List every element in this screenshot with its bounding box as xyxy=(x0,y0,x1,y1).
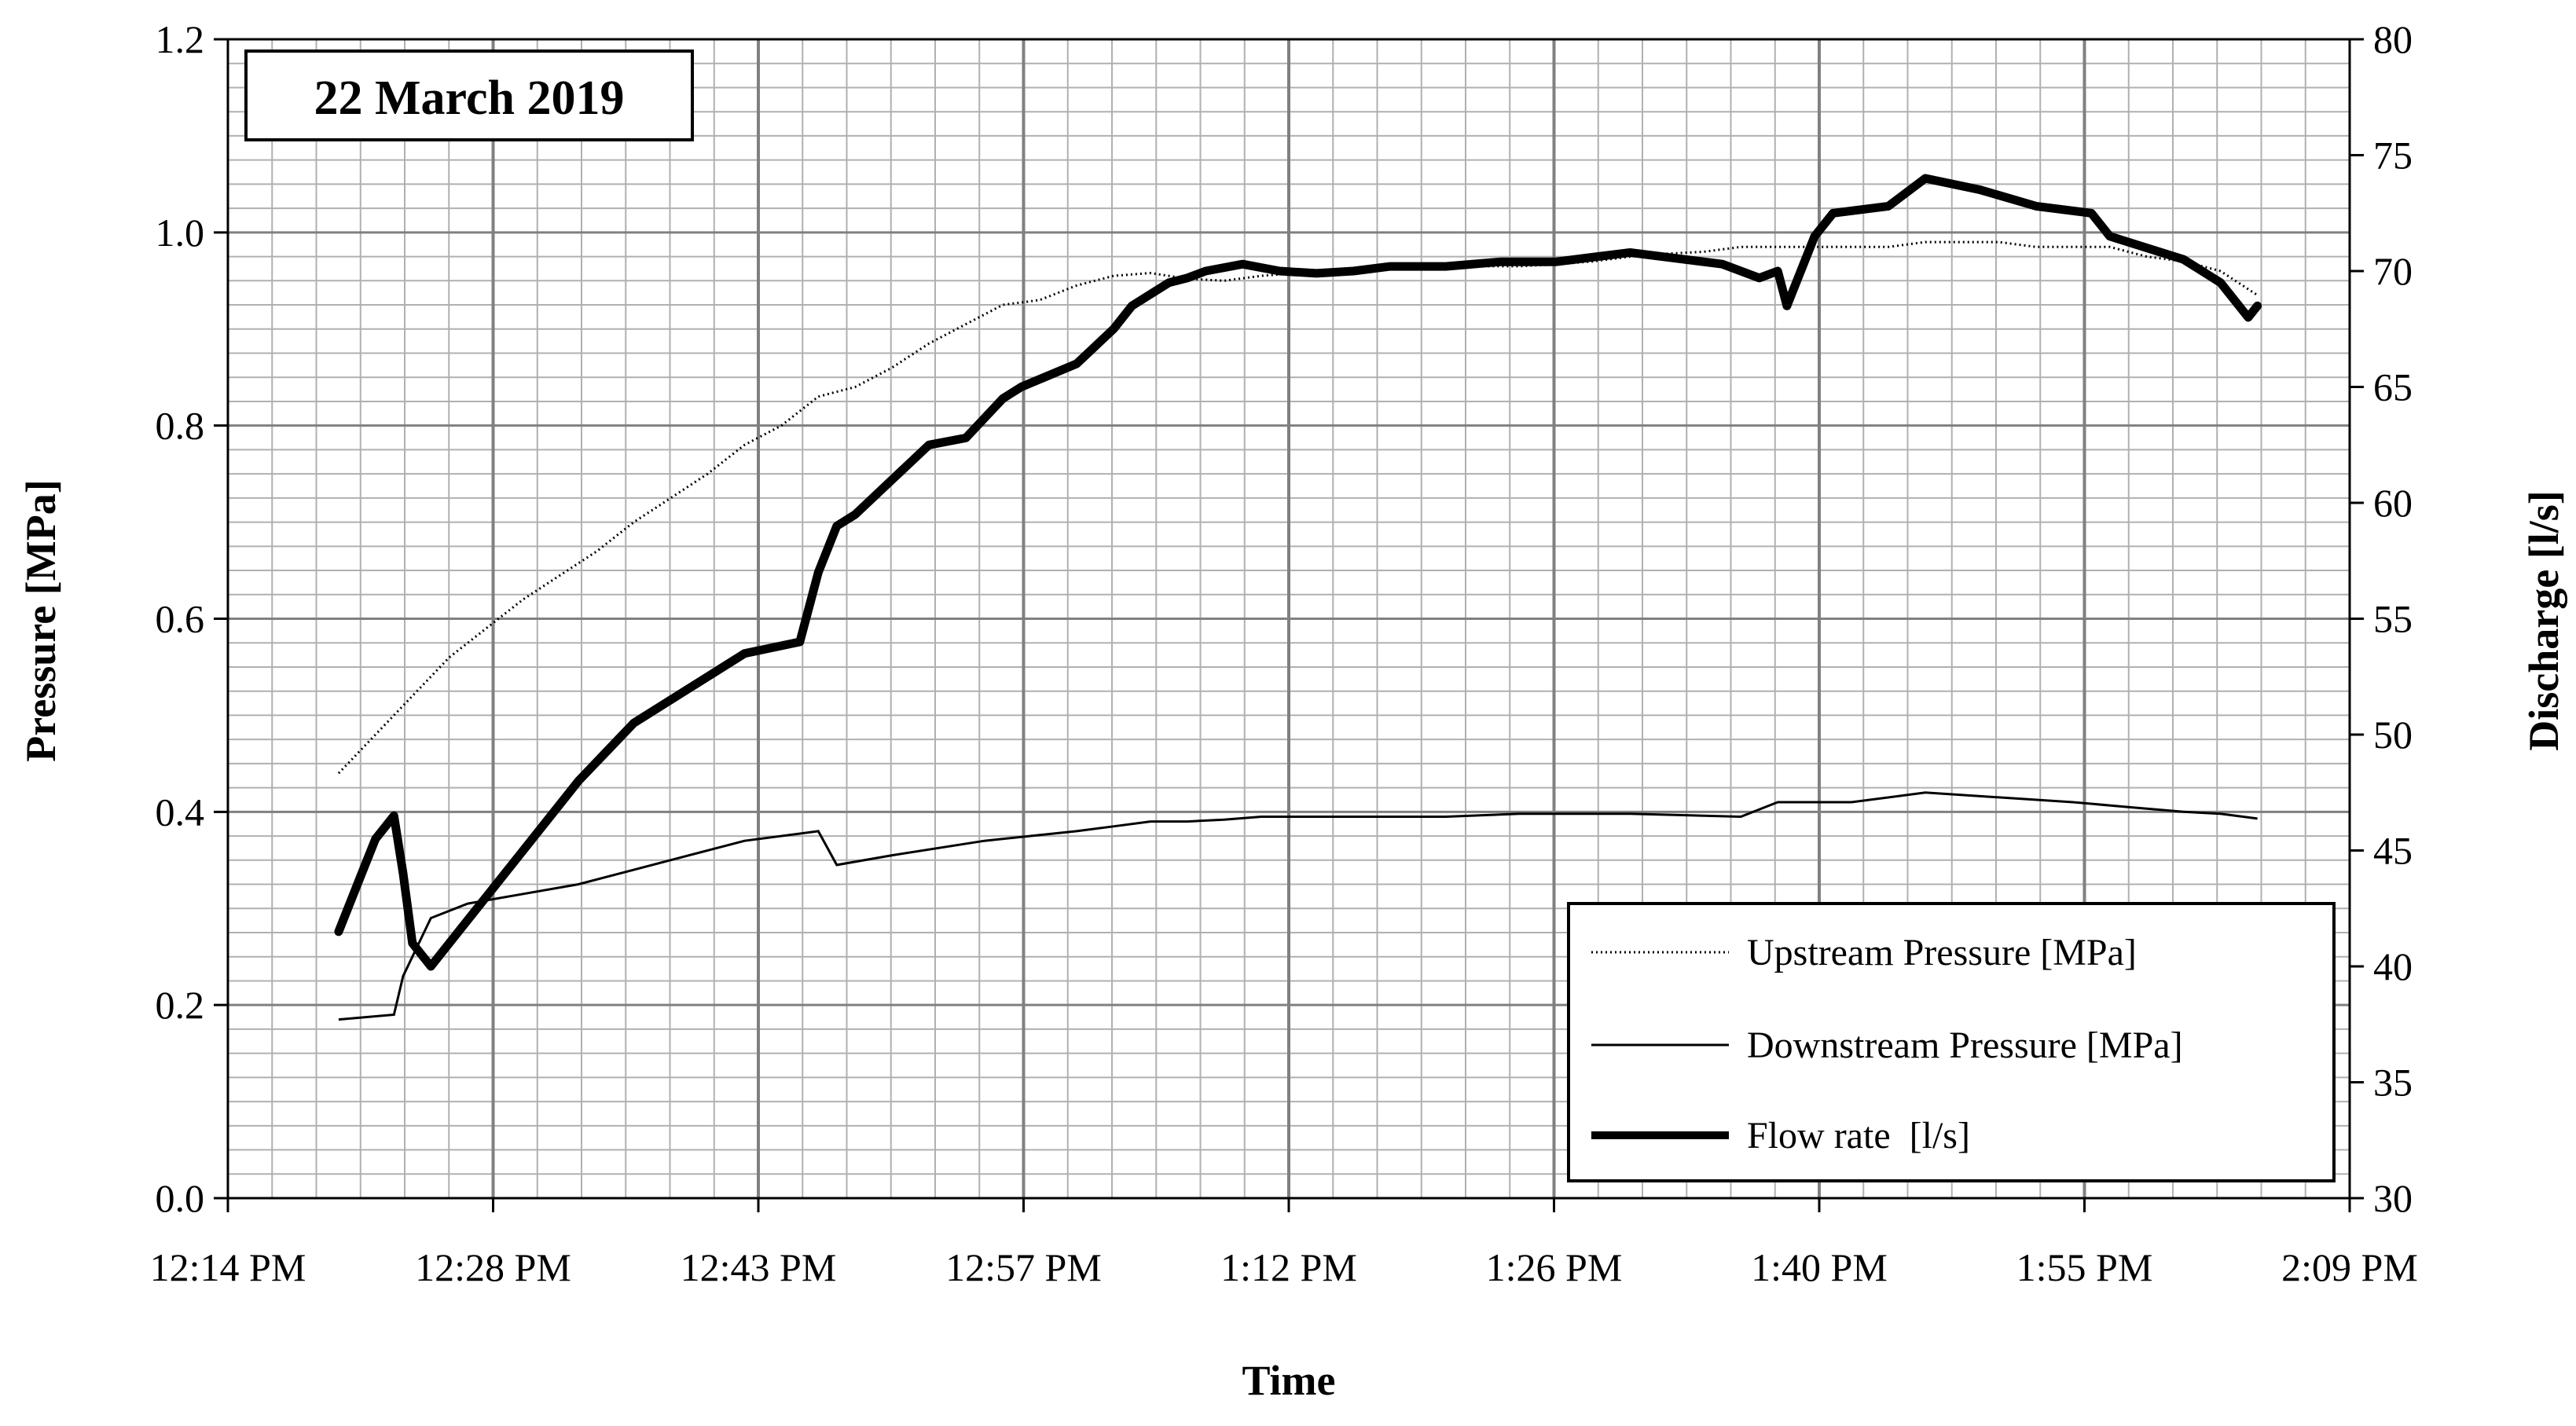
y-tick-label: 0.6 xyxy=(156,597,205,641)
y2-tick-label: 65 xyxy=(2373,365,2413,409)
y2-tick-label: 45 xyxy=(2373,829,2413,873)
legend-label-upstream: Upstream Pressure [MPa] xyxy=(1747,932,2137,973)
legend: Upstream Pressure [MPa] Downstream Press… xyxy=(1567,902,2336,1182)
y2-tick-label: 60 xyxy=(2373,481,2413,525)
downstream-pressure-line xyxy=(338,791,2258,1021)
y2-tick-label: 55 xyxy=(2373,597,2413,641)
x-tick-label: 12:28 PM xyxy=(415,1245,571,1289)
x-axis-title: Time xyxy=(1242,1357,1336,1404)
y2-tick-label: 30 xyxy=(2373,1176,2413,1220)
x-tick-label: 12:14 PM xyxy=(150,1245,306,1289)
axes xyxy=(214,38,2364,1212)
y-tick-label: 0.2 xyxy=(156,983,205,1027)
y2-tick-label: 40 xyxy=(2373,944,2413,988)
date-annotation-box xyxy=(244,49,694,141)
y2-tick-label: 70 xyxy=(2373,249,2413,293)
y2-axis-title: Discharge [l/s] xyxy=(2520,490,2567,750)
x-tick-label: 12:57 PM xyxy=(945,1245,1102,1289)
flow-rate-line xyxy=(334,174,2262,971)
y-tick-label: 0.4 xyxy=(156,790,205,834)
x-tick-label: 1:40 PM xyxy=(1751,1245,1888,1289)
y2-tick-label: 75 xyxy=(2373,134,2413,178)
y-tick-label: 0.0 xyxy=(156,1176,205,1220)
x-tick-label: 12:43 PM xyxy=(681,1245,837,1289)
y2-tick-label: 50 xyxy=(2373,713,2413,757)
y-tick-label: 0.8 xyxy=(156,404,205,448)
date-annotation-text: 22 March 2019 xyxy=(314,71,625,125)
y2-tick-label: 80 xyxy=(2373,17,2413,61)
y-tick-label: 1.0 xyxy=(156,211,205,255)
x-tick-label: 1:26 PM xyxy=(1486,1245,1623,1289)
legend-label-flow: Flow rate [l/s] xyxy=(1747,1115,1970,1157)
x-tick-label: 2:09 PM xyxy=(2281,1245,2418,1289)
x-tick-label: 1:12 PM xyxy=(1220,1245,1357,1289)
x-tick-label: 1:55 PM xyxy=(2016,1245,2153,1289)
y-axis-title: Pressure [MPa] xyxy=(17,479,64,761)
legend-label-downstream: Downstream Pressure [MPa] xyxy=(1747,1025,2183,1066)
series-layer xyxy=(334,174,2262,1021)
major-gridlines xyxy=(228,39,2350,1198)
date-annotation: 22 March 2019 xyxy=(244,49,694,141)
y2-tick-label: 35 xyxy=(2373,1061,2413,1105)
y-tick-label: 1.2 xyxy=(156,17,205,61)
axis-labels: 12:14 PM 12:28 PM 12:43 PM 12:57 PM 1:12 PM 1… xyxy=(150,17,2418,1289)
